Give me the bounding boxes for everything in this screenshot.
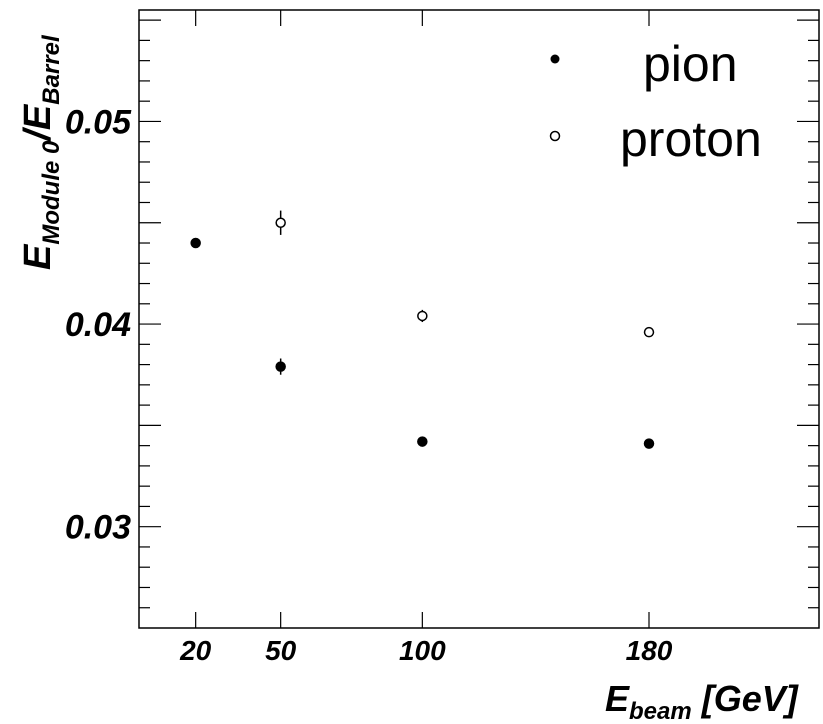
data-point-proton <box>275 217 286 229</box>
y-tick-label: 0.04 <box>65 306 131 344</box>
x-axis-title-main: E <box>605 678 630 719</box>
y-axis-title-sub1: Module 0 <box>38 140 65 245</box>
y-axis-title: EModule 0/EBarrel <box>17 34 65 270</box>
data-point-pion <box>190 237 201 249</box>
y-axis-title-main2: E <box>17 103 59 130</box>
x-tick-label: 50 <box>265 635 297 666</box>
data-point-proton <box>643 326 655 338</box>
y-tick-label: 0.03 <box>65 509 131 547</box>
x-axis-title-sub: beam <box>629 698 692 724</box>
x-tick-label: 100 <box>399 635 446 666</box>
legend-label-proton: proton <box>620 111 762 167</box>
data-point-proton <box>417 310 428 322</box>
x-tick-label: 20 <box>179 635 212 666</box>
data-point-pion <box>643 438 655 449</box>
axis-tick-labels: 0.03 0.04 0.05 20 50 100 180 <box>65 103 673 666</box>
data-points <box>190 210 655 449</box>
x-tick-label: 180 <box>626 635 673 666</box>
data-point-pion <box>417 436 428 447</box>
y-axis-title-main1: E <box>17 243 59 270</box>
legend-label-pion: pion <box>643 36 738 92</box>
y-tick-label: 0.05 <box>65 103 132 141</box>
plot-frame <box>138 9 820 629</box>
legend-marker-proton <box>549 130 561 142</box>
data-point-pion <box>275 361 286 372</box>
x-axis-title-unit: [GeV] <box>692 678 799 719</box>
y-axis-title-sub2: Barrel <box>38 34 65 105</box>
legend-marker-pion <box>550 54 560 64</box>
legend: pion proton <box>549 36 762 167</box>
x-axis-title: Ebeam [GeV] <box>605 678 799 724</box>
y-axis-title-slash: / <box>17 127 59 143</box>
axis-ticks <box>139 10 819 628</box>
